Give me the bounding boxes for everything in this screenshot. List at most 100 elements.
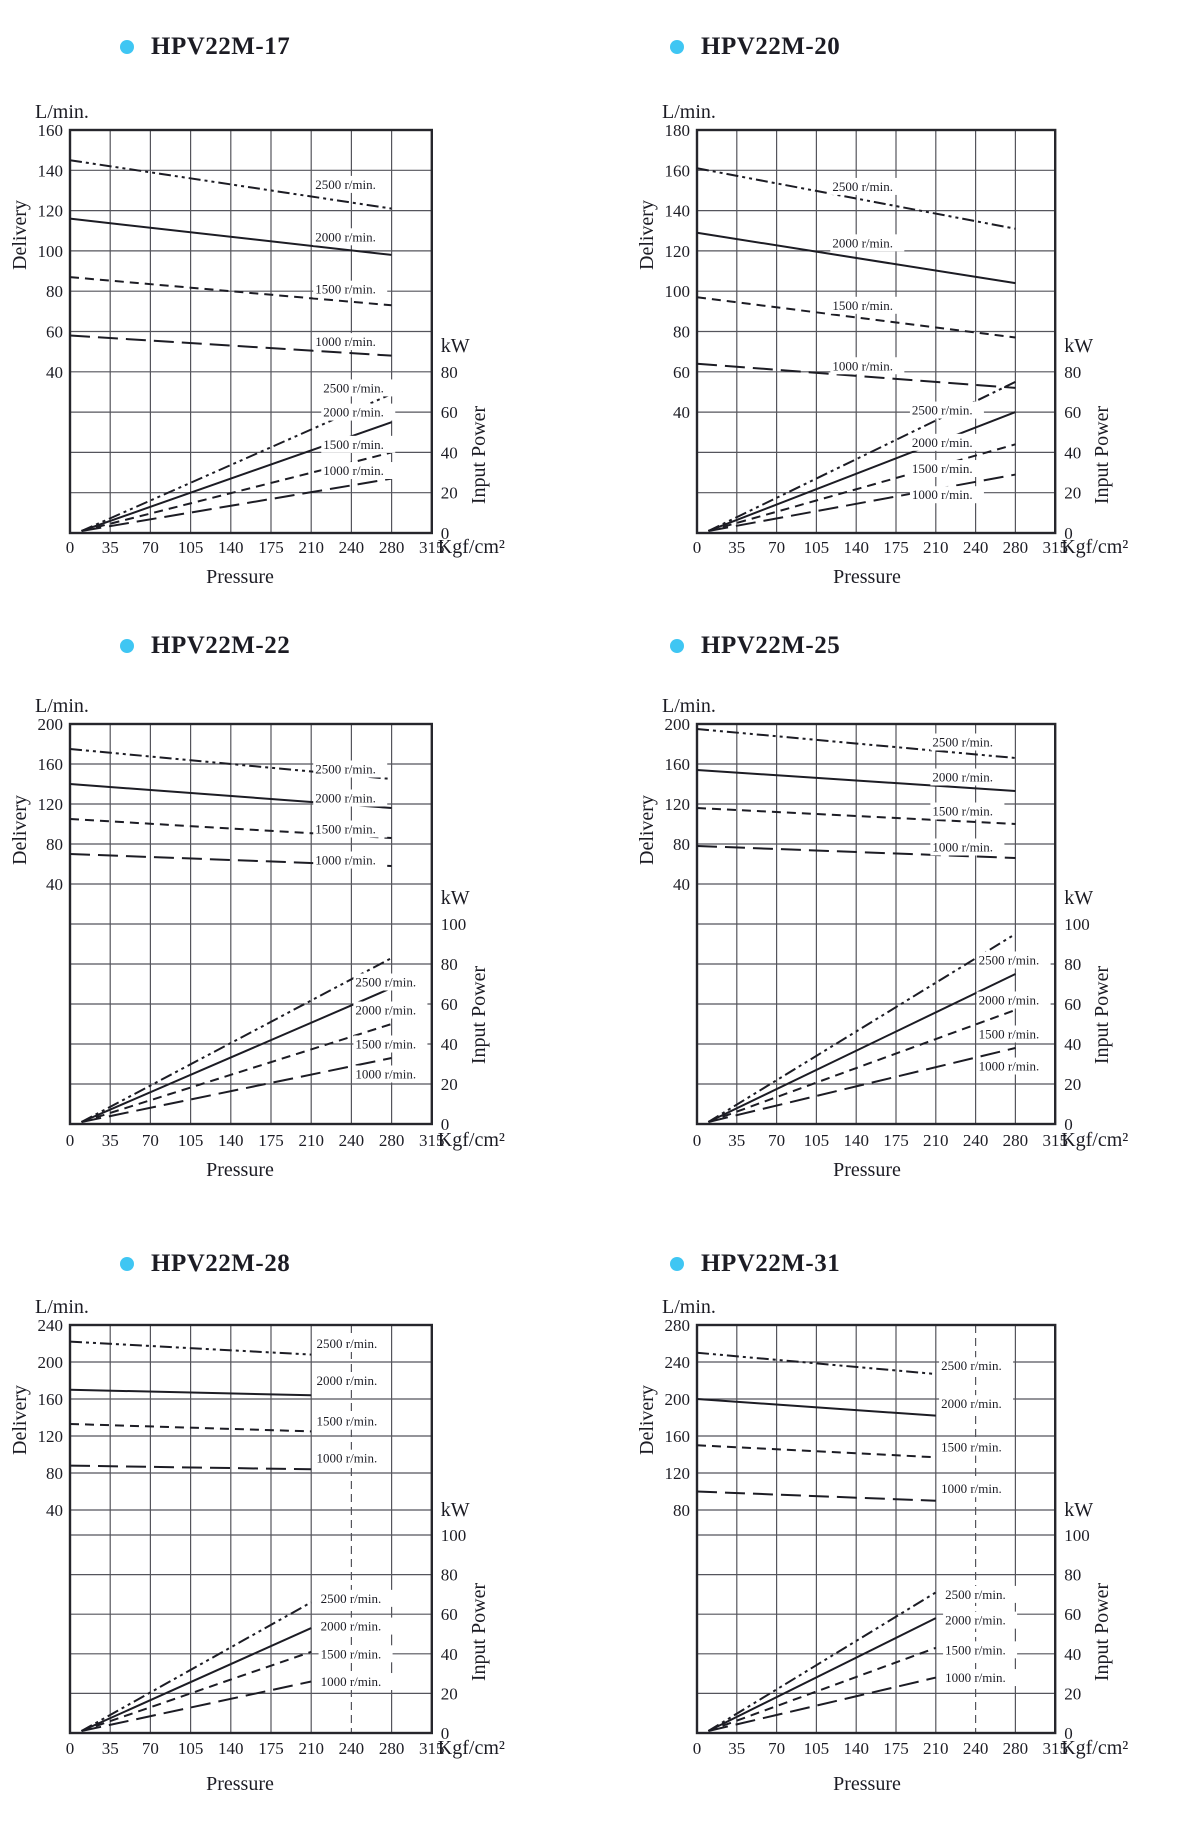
chart-title-hpv22m-20: HPV22M-20 (670, 31, 840, 63)
delivery-line-1500rmin (696, 1444, 936, 1459)
delivery-tick: 60 (673, 363, 690, 382)
series-label: 2000 r/min. (932, 770, 993, 785)
pressure-tick: 210 (923, 1131, 949, 1150)
delivery-axis-label: Delivery (9, 795, 31, 865)
pressure-tick: 175 (258, 538, 284, 557)
pressure-tick: 140 (218, 538, 244, 557)
pressure-tick: 105 (178, 1739, 204, 1758)
pressure-tick: 280 (1003, 1131, 1029, 1150)
series-label: 1000 r/min. (832, 358, 893, 373)
delivery-tick: 40 (46, 875, 63, 894)
pressure-tick: 175 (883, 538, 909, 557)
power-tick: 80 (1064, 1566, 1081, 1585)
delivery-line-1000rmin (696, 845, 1016, 859)
series-label: 2500 r/min. (945, 1587, 1006, 1602)
bullet-icon (670, 40, 684, 54)
series-label: 1500 r/min. (315, 822, 376, 837)
series-label: 1000 r/min. (941, 1481, 1002, 1496)
series-label: 2500 r/min. (321, 1591, 382, 1606)
pressure-tick: 280 (379, 1131, 405, 1150)
series-label: 1500 r/min. (323, 437, 384, 452)
bullet-icon (120, 639, 134, 653)
delivery-line-1000rmin (696, 1490, 936, 1502)
pressure-tick: 105 (804, 1739, 830, 1758)
delivery-axis-label: Delivery (9, 200, 31, 270)
delivery-line-2500rmin (696, 1351, 936, 1376)
series-label: 1000 r/min. (912, 487, 973, 502)
delivery-tick: 200 (38, 715, 64, 734)
power-unit-label: kW (1064, 887, 1093, 909)
power-line-2000rmin (81, 1627, 312, 1732)
power-tick: 0 (441, 1115, 450, 1134)
pressure-axis-label: Pressure (833, 566, 901, 588)
power-line-1500rmin (81, 451, 392, 532)
chart-hpv22m-17: 160 140 120 100 80 60 40 80 60 40 20 0 0 35 70 105 140 17… (9, 101, 505, 588)
delivery-tick: 120 (38, 795, 64, 814)
chart-title-hpv22m-28: HPV22M-28 (120, 1248, 290, 1280)
delivery-tick: 80 (673, 323, 690, 342)
delivery-axis-label: Delivery (636, 795, 658, 865)
bullet-icon (670, 1257, 684, 1271)
delivery-line-2500rmin (69, 748, 392, 780)
power-line-1000rmin (81, 1680, 312, 1732)
pressure-axis-label: Pressure (206, 566, 274, 588)
delivery-line-2500rmin (69, 1340, 312, 1356)
delivery-tick: 100 (665, 282, 691, 301)
power-tick: 60 (1064, 1605, 1081, 1624)
power-axis-label: Input Power (1091, 966, 1113, 1065)
delivery-tick: 80 (46, 1464, 63, 1483)
delivery-tick: 40 (673, 403, 690, 422)
power-line-1000rmin (81, 477, 392, 532)
delivery-axis-label: Delivery (9, 1385, 31, 1455)
pressure-tick: 140 (843, 1131, 869, 1150)
series-label: 1000 r/min. (979, 1059, 1040, 1074)
delivery-tick: 120 (665, 1464, 691, 1483)
power-tick: 40 (441, 1035, 458, 1054)
pressure-axis-label: Pressure (833, 1773, 901, 1795)
pressure-tick: 175 (258, 1131, 284, 1150)
delivery-tick: 100 (38, 242, 64, 261)
power-tick: 40 (1064, 1645, 1081, 1664)
power-unit-label: kW (1064, 1499, 1093, 1521)
delivery-tick: 60 (46, 323, 63, 342)
series-label: 1500 r/min. (979, 1027, 1040, 1042)
delivery-unit-label: L/min. (662, 695, 716, 717)
pressure-tick: 35 (728, 538, 745, 557)
series-label: 1500 r/min. (832, 298, 893, 313)
delivery-tick: 40 (46, 363, 63, 382)
pressure-tick: 315 (419, 1131, 445, 1150)
pressure-tick: 105 (804, 538, 830, 557)
pressure-tick: 105 (178, 1131, 204, 1150)
series-label: 1500 r/min. (355, 1037, 416, 1052)
pressure-tick: 210 (298, 1739, 324, 1758)
bullet-icon (120, 40, 134, 54)
pressure-tick: 280 (1003, 1739, 1029, 1758)
pressure-tick: 210 (923, 538, 949, 557)
pressure-tick: 140 (218, 1131, 244, 1150)
power-tick: 20 (441, 484, 458, 503)
chart-title-text: HPV22M-22 (151, 632, 291, 659)
power-line-1500rmin (81, 1650, 312, 1732)
power-line-2500rmin (707, 933, 1016, 1123)
series-label: 1500 r/min. (932, 804, 993, 819)
delivery-line-1500rmin (69, 1422, 312, 1433)
chart-title-text: HPV22M-20 (701, 33, 841, 60)
delivery-tick: 200 (38, 1353, 64, 1372)
power-tick: 80 (441, 1566, 458, 1585)
series-label: 1500 r/min. (315, 282, 376, 297)
delivery-tick: 80 (673, 1501, 690, 1520)
pressure-tick: 0 (693, 1131, 702, 1150)
series-label: 1500 r/min. (941, 1440, 1002, 1455)
power-tick: 80 (441, 955, 458, 974)
power-tick: 0 (441, 1724, 450, 1743)
power-line-1500rmin (708, 1009, 1016, 1123)
pressure-tick: 315 (419, 538, 445, 557)
pressure-tick: 315 (1042, 1131, 1068, 1150)
series-label: 1000 r/min. (323, 463, 384, 478)
series-label: 2500 r/min. (941, 1358, 1002, 1373)
power-tick: 60 (1064, 995, 1081, 1014)
pressure-tick: 280 (379, 1739, 405, 1758)
power-tick: 80 (1064, 955, 1081, 974)
